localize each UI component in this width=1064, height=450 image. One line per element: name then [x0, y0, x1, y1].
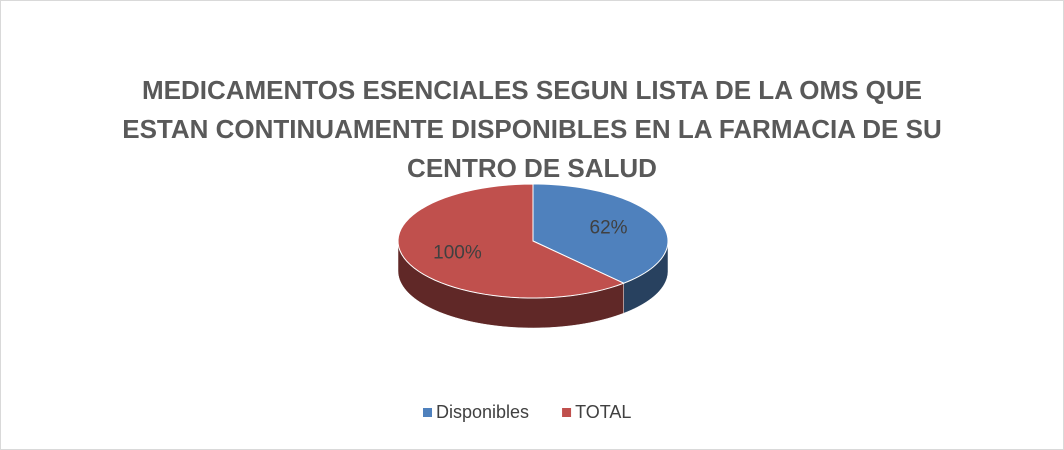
- data-label: 62%: [590, 218, 628, 239]
- slice: [397, 183, 626, 299]
- legend-swatch: [562, 408, 572, 417]
- legend-label: TOTAL: [575, 402, 631, 422]
- legend-swatch: [423, 408, 432, 417]
- legend-label: Disponibles: [436, 402, 529, 422]
- slice: [532, 183, 669, 284]
- chart-title: MEDICAMENTOS ESENCIALES SEGUN LISTA DE L…: [122, 75, 942, 183]
- data-label: 100%: [433, 242, 482, 263]
